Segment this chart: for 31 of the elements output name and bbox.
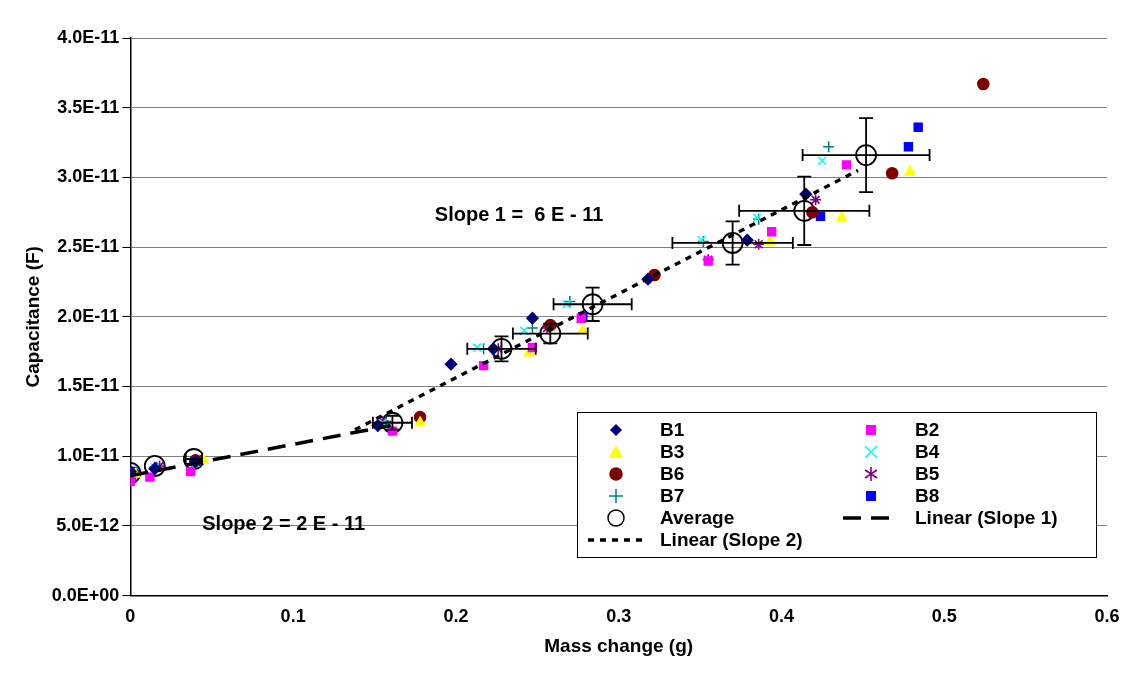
legend-label: B8 [915, 485, 940, 507]
x-tick-label: 0.4 [768, 606, 794, 627]
x-axis-title: Mass change (g) [544, 634, 694, 656]
legend-label: B2 [915, 419, 940, 441]
x-tick-label: 0.3 [606, 606, 632, 627]
y-tick-label: 2.0E-11 [57, 305, 120, 326]
y-axis-title: Capacitance (F) [21, 246, 43, 388]
y-tick-label: 5.0E-12 [56, 514, 120, 535]
x-tick-label: 0 [125, 606, 136, 627]
annotation: Slope 2 = 2 E - 11 [202, 511, 366, 534]
legend-label: B6 [660, 463, 685, 485]
y-tick-label: 3.5E-11 [57, 96, 120, 117]
x-tick-label: 0.2 [443, 606, 469, 627]
x-tick-label: 0.6 [1094, 606, 1120, 627]
legend-label: B7 [660, 485, 685, 507]
legend-label: Average [660, 507, 735, 529]
legend-label: B3 [660, 441, 685, 463]
y-tick-label: 1.5E-11 [57, 375, 120, 396]
legend-label: B1 [660, 419, 685, 441]
y-tick-label: 2.5E-11 [57, 236, 120, 257]
legend-label: B4 [915, 441, 940, 463]
y-tick-label: 3.0E-11 [57, 166, 120, 187]
y-tick-label: 1.0E-11 [57, 445, 120, 466]
x-tick-label: 0.5 [931, 606, 957, 627]
y-tick-label: 4.0E-11 [57, 26, 120, 47]
x-tick-label: 0.1 [280, 606, 306, 627]
legend-label: Linear (Slope 2) [660, 529, 803, 551]
legend-label: B5 [915, 463, 940, 485]
y-tick-label: 0.0E+00 [51, 584, 120, 605]
annotation: Slope 1 = 6 E - 11 [434, 202, 604, 225]
legend-label: Linear (Slope 1) [915, 507, 1058, 529]
